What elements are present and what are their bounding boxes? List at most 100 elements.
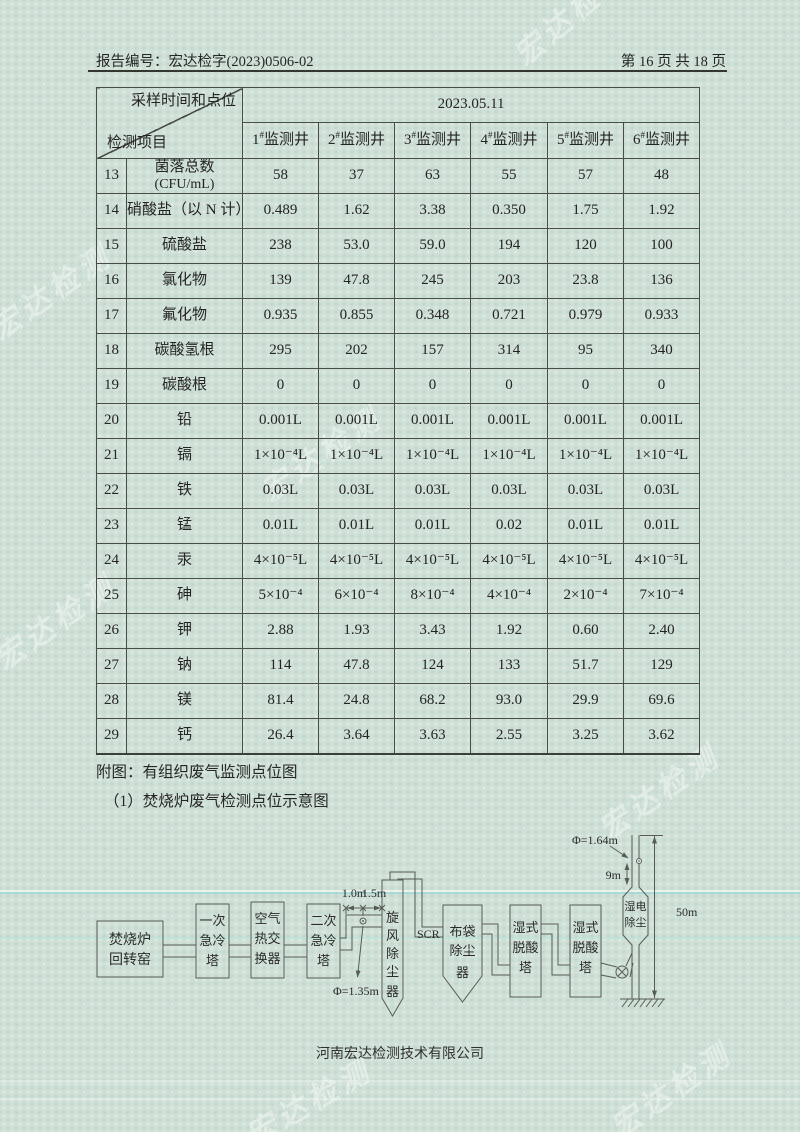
value-cell: 4×10⁻⁵L <box>242 543 319 579</box>
value-cell: 202 <box>318 333 395 369</box>
value-cell: 0 <box>622 368 701 404</box>
column-header-well: 2#监测井 <box>318 122 395 159</box>
stack-outline <box>622 835 633 999</box>
attachment-title: 附图：有组织废气监测点位图 <box>96 764 298 781</box>
value-cell: 0 <box>394 368 471 404</box>
value-cell: 0.001L <box>470 403 548 439</box>
flue-gas-flow-diagram: 焚烧炉 回转窑 一次 急冷 塔 空气 热交 换器 二次 急冷 塔 1.0m 1.… <box>96 833 698 1017</box>
table-row: 16 氯化物 139 47.8 245 203 23.8 136 <box>96 263 701 299</box>
well-number-superscript: # <box>640 129 646 140</box>
item-name-cell: 氟化物 <box>126 298 243 334</box>
value-cell: 136 <box>622 263 701 299</box>
table-row: 24 汞 4×10⁻⁵L 4×10⁻⁵L 4×10⁻⁵L 4×10⁻⁵L 4×10⁻⁵L 4×… <box>96 543 701 579</box>
scan-artifact-line <box>0 1098 800 1100</box>
heat-exchanger-box <box>250 901 285 979</box>
ground-hatch <box>621 998 665 1008</box>
table-row: 27 钠 114 47.8 124 133 51.7 129 <box>96 648 701 684</box>
value-cell: 114 <box>242 648 319 684</box>
stack-diameter-label: Φ=1.64m <box>572 833 619 847</box>
value-cell: 29.9 <box>547 683 624 719</box>
cyclone-shape <box>381 879 404 1017</box>
value-cell: 340 <box>622 333 701 369</box>
quench1-label: 一次 <box>199 913 225 928</box>
value-cell: 0.01L <box>547 508 624 544</box>
duct <box>229 944 251 958</box>
table-row: 29 钙 26.4 3.64 3.63 2.55 3.25 3.62 <box>96 718 701 755</box>
cyclone-label: 除 <box>386 946 399 961</box>
duct <box>600 962 618 979</box>
quench2-box <box>306 903 341 979</box>
item-name-cell: 铁 <box>126 473 243 509</box>
duct <box>541 933 570 976</box>
value-cell: 157 <box>394 333 471 369</box>
value-cell: 133 <box>470 648 548 684</box>
value-cell: 1×10⁻⁴L <box>622 438 701 474</box>
scrubber2-label: 湿式 <box>572 920 598 935</box>
value-cell: 100 <box>622 228 701 264</box>
item-name-cell: 碳酸氢根 <box>126 333 243 369</box>
well-number-superscript: # <box>564 129 569 140</box>
table-row: 17 氟化物 0.935 0.855 0.348 0.721 0.979 0.933 <box>96 298 701 334</box>
value-cell: 0.60 <box>547 613 624 649</box>
table-row: 13 菌落总数 (CFU/mL) 58 37 63 55 57 48 <box>96 158 701 194</box>
value-cell: 63 <box>394 158 471 194</box>
value-cell: 1×10⁻⁴L <box>318 438 395 474</box>
value-cell: 1.92 <box>470 613 548 649</box>
value-cell: 4×10⁻⁴ <box>470 578 548 614</box>
table-row: 20 铅 0.001L 0.001L 0.001L 0.001L 0.001L 0.001L <box>96 403 701 439</box>
table-header-row: 采样时间和点位 检测项目 2023.05.11 <box>96 87 701 159</box>
value-cell: 0.350 <box>470 193 548 229</box>
value-cell: 0.03L <box>470 473 548 509</box>
value-cell: 1.92 <box>622 193 701 229</box>
item-name-cell: 钙 <box>126 718 243 755</box>
value-cell: 57 <box>547 158 624 194</box>
incinerator-label: 焚烧炉 <box>109 932 151 948</box>
diagonal-corner-cell: 采样时间和点位 检测项目 <box>96 87 243 159</box>
item-name-cell: 砷 <box>126 578 243 614</box>
report-number: 报告编号：宏达检字(2023)0506-02 <box>96 54 314 70</box>
value-cell: 4×10⁻⁵L <box>547 543 624 579</box>
item-name-cell: 硝酸盐（以 N 计） <box>126 193 243 229</box>
duct <box>541 923 570 966</box>
value-cell: 6×10⁻⁴ <box>318 578 395 614</box>
value-cell: 4×10⁻⁵L <box>622 543 701 579</box>
quench1-label: 急冷 <box>199 933 225 948</box>
well-number-superscript: # <box>411 129 416 140</box>
value-cell: 0.001L <box>318 403 395 439</box>
row-number-cell: 14 <box>96 193 127 229</box>
column-header-well: 6#监测井 <box>622 122 701 159</box>
row-number-cell: 27 <box>96 648 127 684</box>
value-cell: 0.01L <box>394 508 471 544</box>
value-cell: 2.55 <box>470 718 548 755</box>
value-cell: 0.001L <box>394 403 471 439</box>
row-number-cell: 15 <box>96 228 127 264</box>
item-name-cell: 镁 <box>126 683 243 719</box>
table-row: 15 硫酸盐 238 53.0 59.0 194 120 100 <box>96 228 701 264</box>
value-cell: 2.88 <box>242 613 319 649</box>
dimension-line <box>640 835 663 998</box>
stack-sampling-port-dot <box>638 860 640 862</box>
row-number-cell: 26 <box>96 613 127 649</box>
value-cell: 2.40 <box>622 613 701 649</box>
value-cell: 5×10⁻⁴ <box>242 578 319 614</box>
table-row: 28 镁 81.4 24.8 68.2 93.0 29.9 69.6 <box>96 683 701 719</box>
value-cell: 0.001L <box>547 403 624 439</box>
value-cell: 1×10⁻⁴L <box>547 438 624 474</box>
value-cell: 1.93 <box>318 613 395 649</box>
value-cell: 48 <box>622 158 701 194</box>
scr-label: SCR <box>417 927 440 941</box>
sampling-port-icon <box>359 917 367 925</box>
scrubber2-label: 脱酸 <box>572 940 598 955</box>
value-cell: 0.01L <box>318 508 395 544</box>
well-number-superscript: # <box>335 129 340 140</box>
value-cell: 37 <box>318 158 395 194</box>
date-header-cell: 2023.05.11 <box>241 87 701 123</box>
value-cell: 8×10⁻⁴ <box>394 578 471 614</box>
value-cell: 0.979 <box>547 298 624 334</box>
cyclone-label: 器 <box>386 984 399 999</box>
value-cell: 4×10⁻⁵L <box>394 543 471 579</box>
sampling-port-dot <box>362 920 364 922</box>
value-cell: 245 <box>394 263 471 299</box>
item-name-cell: 硫酸盐 <box>126 228 243 264</box>
scrubber1-box <box>509 904 542 998</box>
